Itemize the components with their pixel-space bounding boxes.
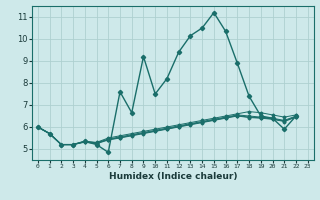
X-axis label: Humidex (Indice chaleur): Humidex (Indice chaleur) xyxy=(108,172,237,181)
